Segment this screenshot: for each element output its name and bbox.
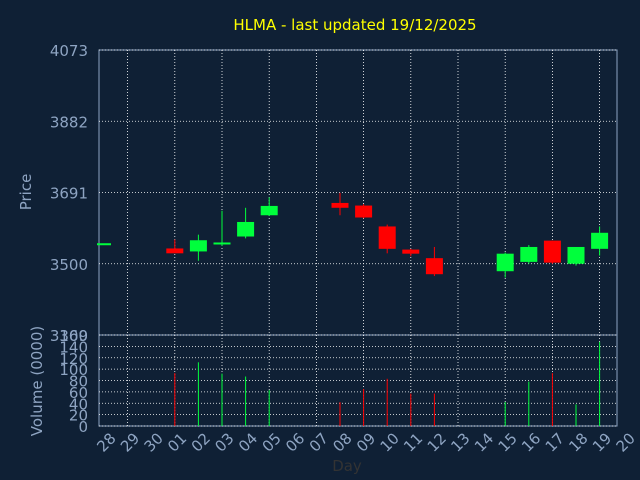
- day-x-tick-label: 10: [377, 429, 403, 455]
- volume-y-axis-label: Volume (0000): [28, 326, 46, 436]
- candle: [213, 210, 231, 246]
- day-x-ticks: 2829300102030405060708091011121314151617…: [93, 429, 638, 455]
- price-gridlines: [99, 49, 617, 336]
- day-x-tick-label: 29: [117, 429, 143, 455]
- candle-body: [355, 205, 373, 218]
- day-x-tick-label: 28: [93, 429, 119, 455]
- day-x-tick-label: 03: [211, 429, 237, 455]
- price-y-ticks: 4073 3882 3691 3500 3309: [50, 42, 88, 345]
- volume-y-tick-label: 80: [69, 373, 88, 391]
- candle: [237, 207, 255, 239]
- day-x-tick-label: 18: [565, 429, 591, 455]
- day-x-tick-label: 13: [447, 429, 473, 455]
- candle: [520, 245, 538, 264]
- candle: [378, 224, 396, 254]
- candle-body: [213, 242, 231, 245]
- candle: [567, 246, 585, 266]
- candle: [355, 204, 373, 219]
- volume-y-tick-label: 100: [59, 361, 88, 379]
- chart-title: HLMA - last updated 19/12/2025: [233, 16, 476, 34]
- volume-y-tick-label: 120: [59, 350, 88, 368]
- price-y-tick-label: 3882: [50, 113, 88, 131]
- day-x-tick-label: 12: [424, 429, 450, 455]
- day-x-tick-label: 19: [589, 429, 615, 455]
- candle-body: [402, 249, 420, 254]
- candle-body: [260, 205, 278, 216]
- candle: [97, 243, 111, 246]
- day-x-tick-label: 01: [164, 429, 190, 455]
- candle: [496, 252, 514, 278]
- candle-body: [331, 202, 349, 208]
- price-y-tick-label: 3691: [50, 185, 88, 203]
- day-x-tick-label: 09: [353, 429, 379, 455]
- price-y-axis-label: Price: [17, 174, 35, 211]
- x-axis-label: Day: [332, 457, 362, 475]
- candle: [591, 226, 609, 256]
- day-x-tick-label: 15: [495, 429, 521, 455]
- candle-body: [520, 246, 538, 262]
- day-x-tick-label: 02: [188, 429, 214, 455]
- price-y-tick-label: 3309: [50, 327, 88, 345]
- volume-y-tick-label: 40: [69, 395, 88, 413]
- candle-body: [378, 226, 396, 249]
- day-x-tick-label: 16: [518, 429, 544, 455]
- day-x-tick-label: 04: [235, 429, 261, 455]
- day-x-tick-label: 07: [306, 429, 332, 455]
- candle-body: [97, 243, 111, 246]
- volume-y-tick-label: 20: [69, 407, 88, 425]
- day-x-tick-label: 05: [259, 429, 285, 455]
- candle-body: [166, 248, 184, 254]
- price-panel: 4073 3882 3691 3500 3309 Price: [17, 42, 618, 345]
- candle: [425, 246, 443, 277]
- day-x-tick-label: 08: [329, 429, 355, 455]
- day-x-tick-label: 11: [400, 429, 426, 455]
- candle: [260, 197, 278, 217]
- candle: [543, 240, 561, 264]
- candle-body: [496, 253, 514, 272]
- day-x-tick-label: 30: [141, 429, 167, 455]
- volume-y-tick-label: 0: [78, 418, 88, 436]
- candle: [331, 192, 349, 216]
- candlestick-series: [97, 192, 609, 278]
- candle-body: [543, 240, 561, 263]
- volume-y-tick-label: 160: [59, 327, 88, 345]
- volume-gridlines: [99, 334, 617, 427]
- candle: [166, 239, 184, 254]
- candle: [402, 248, 420, 257]
- candle-body: [425, 258, 443, 275]
- price-y-tick-label: 3500: [50, 256, 88, 274]
- candle-body: [591, 232, 609, 249]
- day-x-tick-label: 14: [471, 429, 497, 455]
- candle-body: [189, 240, 207, 252]
- volume-y-tick-label: 60: [69, 384, 88, 402]
- candle-body: [567, 246, 585, 264]
- candle-body: [237, 221, 255, 237]
- day-x-tick-label: 17: [542, 429, 568, 455]
- volume-bar-series: [174, 341, 601, 426]
- candle: [189, 234, 207, 261]
- day-x-tick-label: 06: [282, 429, 308, 455]
- day-x-tick-label: 20: [613, 429, 639, 455]
- price-y-tick-label: 4073: [50, 42, 88, 60]
- volume-y-tick-label: 140: [59, 338, 88, 356]
